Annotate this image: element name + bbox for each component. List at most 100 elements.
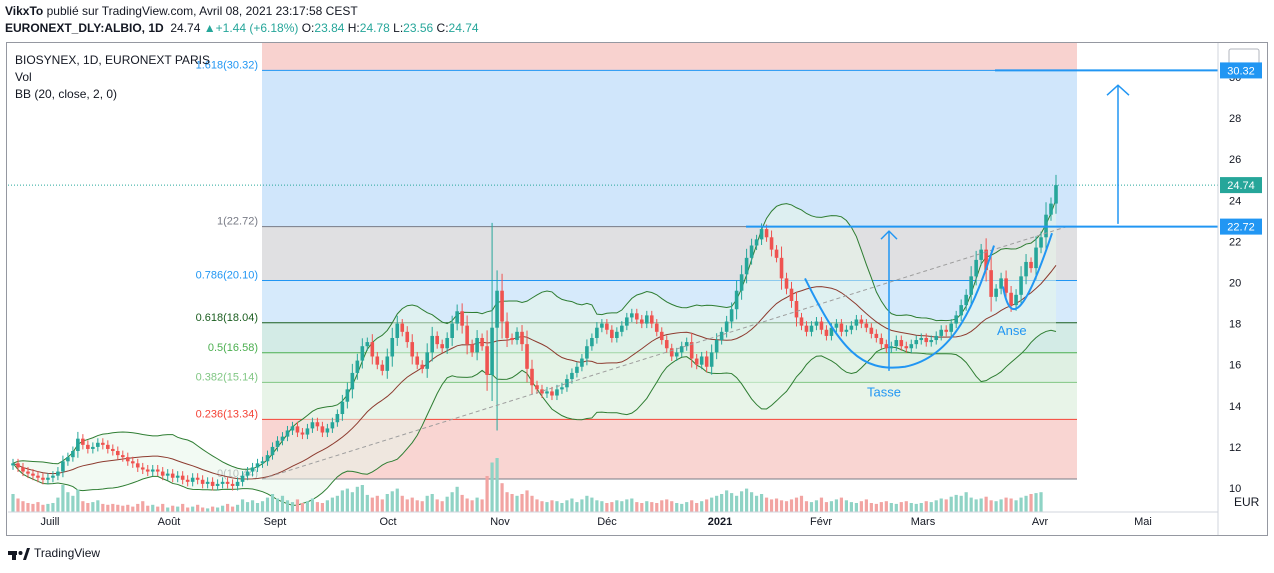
volume-bar [126,504,130,512]
candle-body [699,356,704,365]
candle-body [610,329,614,338]
volume-bar [365,494,369,512]
volume-bar [929,502,933,512]
candle-body [799,317,804,326]
time-tick: Mars [911,516,936,528]
volume-bar [360,485,364,512]
volume-bar [1024,495,1028,512]
candle-body [844,329,849,332]
volume-bar [954,494,958,512]
candle-body [600,323,604,328]
arrow-head-icon [880,230,898,240]
volume-bar [1019,497,1023,512]
volume-bar [864,499,868,512]
tradingview-brand[interactable]: TradingView [34,546,101,560]
fib-zone [262,226,1077,281]
candle-body [66,457,70,462]
volume-bar [116,504,120,512]
price-label-badge [1220,218,1262,235]
candle-body [410,342,415,357]
volume-bar [235,504,240,512]
volume-bar [335,495,339,512]
candle-body [654,323,659,332]
volume-bar [764,497,769,512]
candle-body [470,344,474,353]
time-tick: Mai [1134,516,1152,528]
candle-body [305,428,310,435]
legend-bollinger: BB (20, close, 2, 0) [15,87,117,101]
volume-bar [176,506,180,512]
volume-bar [240,499,245,512]
volume-bar [794,497,799,512]
volume-bar [924,501,928,512]
candle-body [265,455,270,462]
volume-bar [255,503,260,512]
volume-bar [645,501,649,512]
volume-bar [385,494,389,512]
volume-bar [480,499,484,512]
candle-body [1009,292,1013,306]
candle-body [649,315,654,324]
volume-bar [660,500,664,512]
volume-bar [580,499,584,512]
candle-body [300,432,305,435]
candle-body [809,325,814,332]
candle-body [749,245,754,258]
author-name[interactable]: VikxTo [5,4,44,18]
volume-bar [605,503,609,512]
volume-bar [690,500,694,512]
candle-body [625,317,629,326]
candle-body [924,337,929,343]
volume-bar [1039,492,1043,512]
candle-body [759,229,764,240]
candle-body [919,337,924,341]
candle-body [984,249,988,271]
volume-bar [81,501,85,512]
tradingview-logo-icon[interactable] [8,546,30,560]
candle-body [530,368,534,386]
candle-body [669,348,674,357]
volume-bar [1034,493,1038,512]
chart-frame[interactable] [6,42,1268,536]
legend-title: BIOSYNEX, 1D, EURONEXT PARIS [15,53,210,67]
volume-bar [216,507,220,512]
published-text: publié sur TradingView.com, Avril 08, 20… [46,4,358,18]
volume-bar [345,488,349,512]
candle-body [879,337,884,345]
candle-body [46,477,50,480]
candle-body [230,483,235,486]
candle-body [664,340,669,349]
volume-bar [465,498,469,512]
volume-bar [46,503,50,512]
candle-body [1014,294,1018,306]
volume-bar [490,462,494,512]
candle-body [86,444,90,449]
volume-bar [964,492,968,512]
candle-body [220,481,225,484]
volume-bar [695,503,699,512]
volume-bar [585,495,589,512]
candle-body [789,288,794,301]
candle-body [615,331,619,338]
candle-body [340,401,345,415]
volume-bar [974,499,978,512]
volume-bar [460,494,464,512]
volume-bar [505,492,509,512]
volume-bar [640,503,644,512]
volume-bar [510,494,514,512]
volume-bar [665,499,669,512]
volume-bar [71,495,75,512]
candle-body [605,323,609,330]
candle-body [969,276,973,295]
volume-bar [370,497,374,512]
price-tick: 14 [1229,401,1241,413]
candle-body [784,278,789,289]
volume-bar [685,502,689,512]
fib-level-label: 0.382(15.14) [196,371,258,383]
volume-bar [620,501,624,512]
candle-body [999,278,1003,289]
candle-body [864,323,869,328]
volume-bar [415,500,419,512]
volume-bar [300,503,305,512]
